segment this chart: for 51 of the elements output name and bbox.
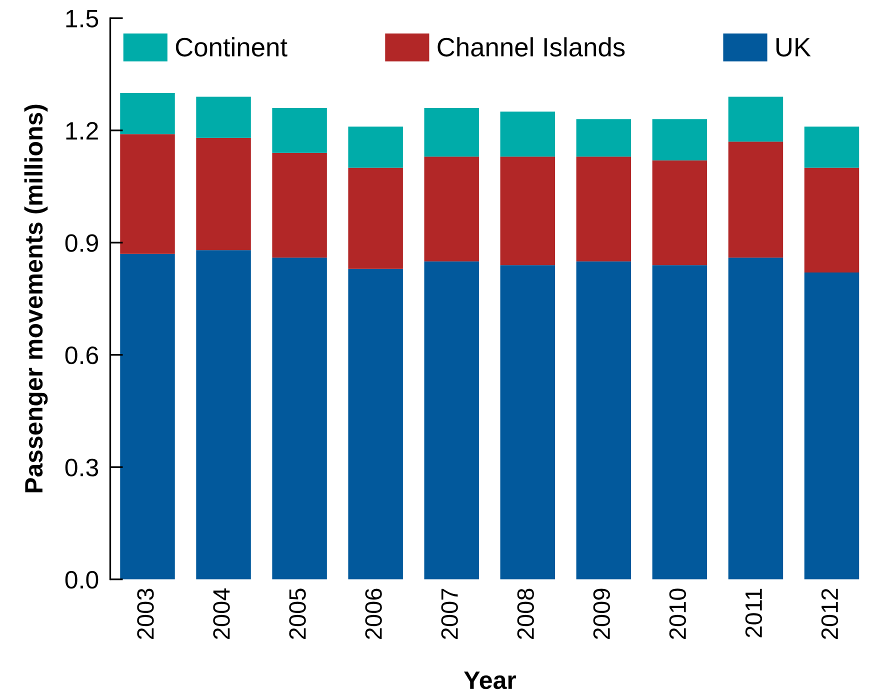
bar	[120, 92, 175, 134]
bar	[576, 119, 632, 157]
x-tick-label: 2011	[745, 588, 762, 638]
legend-label: Continent	[176, 37, 288, 57]
y-axis-title: Passenger movements (millions)	[24, 104, 48, 492]
bar	[348, 268, 403, 580]
y-tick-label: 0.0	[65, 570, 98, 589]
bar	[424, 156, 479, 262]
bar	[728, 96, 784, 142]
x-tick-label: 2009	[593, 588, 610, 640]
bar	[728, 258, 784, 580]
x-tick-label: 2005	[289, 588, 306, 640]
bar	[196, 96, 251, 138]
bar	[804, 168, 860, 273]
bar	[272, 258, 327, 580]
x-tick-label: 2003	[137, 588, 154, 640]
bar	[652, 265, 708, 580]
bar	[652, 119, 708, 160]
bar	[652, 160, 708, 266]
y-tick-label: 1.2	[66, 122, 98, 140]
x-tick-label: 2004	[213, 588, 230, 640]
x-tick-label: 2006	[365, 588, 382, 640]
bar	[272, 108, 327, 153]
bar	[728, 142, 784, 258]
bar	[120, 254, 175, 580]
bar	[500, 112, 555, 157]
y-tick-label: 1.5	[66, 10, 98, 28]
legend-label: UK	[776, 38, 811, 57]
x-axis-title: Year	[464, 672, 516, 690]
bar	[196, 250, 251, 580]
bar	[424, 261, 479, 580]
bar	[500, 265, 555, 580]
y-tick-label: 0.3	[65, 458, 98, 476]
bar	[348, 126, 403, 168]
bar	[804, 272, 860, 580]
bar	[576, 261, 632, 580]
bar	[500, 156, 555, 266]
y-tick-label: 0.6	[65, 346, 98, 364]
x-tick-label: 2010	[669, 588, 686, 640]
bar	[576, 156, 632, 262]
bar	[196, 138, 251, 250]
legend-label: Channel Islands	[438, 37, 625, 57]
bar	[120, 134, 175, 254]
x-tick-label: 2007	[441, 588, 458, 640]
bar	[424, 108, 479, 157]
x-tick-label: 2012	[821, 588, 838, 640]
bar	[804, 126, 860, 168]
bar	[272, 152, 327, 258]
x-tick-label: 2008	[517, 588, 534, 640]
bar	[348, 168, 403, 269]
y-tick-label: 0.9	[65, 234, 98, 252]
